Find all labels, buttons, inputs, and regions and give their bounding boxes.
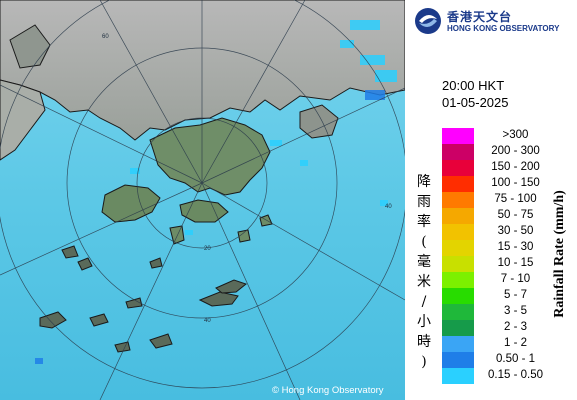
- legend-swatch: [442, 240, 474, 256]
- small-island: [259, 214, 273, 227]
- rain-echoes: [35, 20, 397, 364]
- observation-date: 01-05-2025: [442, 95, 509, 110]
- legend-range-label: >300: [502, 129, 529, 141]
- legend-range-label: 30 - 50: [497, 225, 534, 237]
- legend-swatch: [442, 368, 474, 384]
- western-landmass: [0, 79, 46, 161]
- legend-range-label: 2 - 3: [503, 321, 527, 333]
- wanshan-island: [198, 291, 239, 307]
- legend-range-label: 150 - 200: [491, 161, 540, 173]
- range-ring-label: 40: [385, 204, 392, 210]
- legend-range-label: 7 - 10: [500, 273, 531, 285]
- lamma-island: [169, 225, 185, 245]
- legend-range-label: 1 - 2: [503, 337, 527, 349]
- legend-swatch: [442, 352, 474, 368]
- southern-island: [39, 311, 67, 329]
- legend-swatch: [442, 176, 474, 192]
- legend-range-label: 3 - 5: [503, 305, 527, 317]
- legend-swatch: [442, 336, 474, 352]
- legend-range-label: 50 - 75: [497, 209, 534, 221]
- organization-name-cn: 香港天文台: [447, 10, 513, 24]
- legend-row: 7 - 10: [442, 272, 530, 288]
- legend-range-label: 15 - 30: [497, 241, 534, 253]
- rainfall-legend: >300 200 - 300 150 - 200 100 - 150 75 - 100 5…: [442, 128, 543, 384]
- western-islet: [61, 245, 79, 259]
- legend-panel: 香港天文台 HONG KONG OBSERVATORY 20:00 HKT 01…: [405, 0, 577, 400]
- observatory-logo[interactable]: 香港天文台 HONG KONG OBSERVATORY: [413, 6, 573, 36]
- southern-island: [149, 333, 173, 349]
- legend-swatch: [442, 304, 474, 320]
- legend-row: >300: [442, 128, 528, 144]
- legend-row: 3 - 5: [442, 304, 527, 320]
- legend-row: 200 - 300: [442, 144, 540, 160]
- legend-row: 15 - 30: [442, 240, 533, 256]
- southern-island: [89, 313, 109, 327]
- radar-map[interactable]: 20 40 60 40: [0, 0, 405, 400]
- small-island: [237, 229, 251, 243]
- observation-time: 20:00 HKT: [442, 78, 505, 93]
- range-rings: [0, 0, 405, 400]
- range-ring-label: 40: [204, 318, 211, 324]
- legend-range-label: 0.50 - 1: [496, 353, 535, 365]
- wanshan-island: [215, 279, 248, 294]
- hong-kong-new-territories: [149, 117, 271, 196]
- lantau-island: [101, 184, 161, 223]
- legend-row: 0.15 - 0.50: [442, 368, 543, 384]
- legend-swatch: [442, 192, 474, 208]
- legend-row: 50 - 75: [442, 208, 533, 224]
- eastern-peninsula: [299, 104, 339, 139]
- observatory-swirl-icon: [415, 8, 441, 34]
- legend-row: 75 - 100: [442, 192, 537, 208]
- legend-swatch: [442, 128, 474, 144]
- range-ring-label: 60: [102, 34, 109, 40]
- legend-row: 10 - 15: [442, 256, 533, 272]
- legend-row: 5 - 7: [442, 288, 527, 304]
- legend-swatch: [442, 288, 474, 304]
- hong-kong-island: [179, 199, 229, 223]
- legend-swatch: [442, 160, 474, 176]
- legend-range-label: 0.15 - 0.50: [488, 369, 543, 381]
- legend-row: 30 - 50: [442, 224, 533, 240]
- legend-range-label: 10 - 15: [497, 257, 534, 269]
- legend-swatch: [442, 208, 474, 224]
- copyright-notice: © Hong Kong Observatory: [272, 385, 384, 396]
- legend-range-label: 100 - 150: [491, 177, 540, 189]
- western-islet: [77, 257, 93, 271]
- range-ring-label: 20: [204, 246, 211, 252]
- organization-name-en: HONG KONG OBSERVATORY: [447, 24, 560, 33]
- legend-swatch: [442, 144, 474, 160]
- legend-swatch: [442, 256, 474, 272]
- legend-swatch: [442, 272, 474, 288]
- legend-range-label: 200 - 300: [491, 145, 540, 157]
- legend-row: 2 - 3: [442, 320, 527, 336]
- legend-range-label: 75 - 100: [494, 193, 537, 205]
- legend-row: 1 - 2: [442, 336, 527, 352]
- legend-row: 100 - 150: [442, 176, 540, 192]
- legend-swatch: [442, 320, 474, 336]
- southern-island: [125, 297, 143, 309]
- western-islet: [149, 257, 163, 269]
- legend-title-en: Rainfall Rate (mm/h): [552, 190, 567, 318]
- legend-range-label: 5 - 7: [503, 289, 527, 301]
- legend-title-cn: 降雨率(毫米 / 小時): [417, 174, 431, 370]
- legend-row: 0.50 - 1: [442, 352, 535, 368]
- legend-swatch: [442, 224, 474, 240]
- legend-row: 150 - 200: [442, 160, 540, 176]
